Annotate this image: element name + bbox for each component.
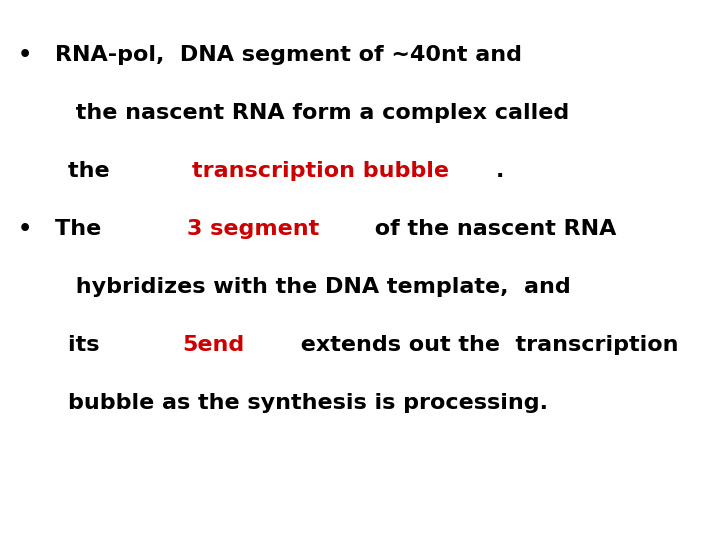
Text: the: the [68, 161, 117, 181]
Text: 5end: 5end [182, 335, 244, 355]
Text: •: • [18, 219, 32, 239]
Text: extends out the  transcription: extends out the transcription [293, 335, 679, 355]
Text: RNA-pol,  DNA segment of ~40nt and: RNA-pol, DNA segment of ~40nt and [55, 45, 522, 65]
Text: the nascent RNA form a complex called: the nascent RNA form a complex called [68, 103, 570, 123]
Text: bubble as the synthesis is processing.: bubble as the synthesis is processing. [68, 393, 548, 413]
Text: hybridizes with the DNA template,  and: hybridizes with the DNA template, and [68, 277, 571, 297]
Text: of the nascent RNA: of the nascent RNA [367, 219, 616, 239]
Text: its: its [68, 335, 107, 355]
Text: The: The [55, 219, 109, 239]
Text: transcription bubble: transcription bubble [192, 161, 449, 181]
Text: •: • [18, 45, 32, 65]
Text: 3 segment: 3 segment [186, 219, 319, 239]
Text: .: . [496, 161, 504, 181]
